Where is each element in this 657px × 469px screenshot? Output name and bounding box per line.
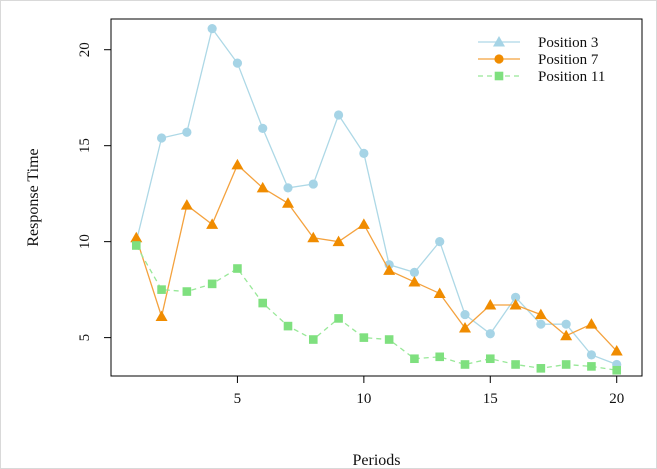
data-point bbox=[233, 264, 242, 273]
data-point bbox=[383, 264, 396, 275]
data-point bbox=[585, 318, 598, 329]
x-axis: 5 10 15 20 bbox=[234, 376, 624, 407]
data-point bbox=[433, 287, 446, 298]
data-point bbox=[357, 218, 370, 229]
data-point bbox=[510, 292, 521, 302]
x-tick-label: 15 bbox=[483, 391, 498, 407]
legend-label: Position 7 bbox=[538, 52, 599, 68]
x-tick-label: 10 bbox=[356, 391, 371, 407]
data-point bbox=[484, 298, 497, 310]
data-point bbox=[610, 345, 623, 356]
data-point bbox=[560, 329, 573, 341]
y-tick-label: 5 bbox=[77, 334, 93, 342]
data-point bbox=[182, 287, 192, 296]
data-point bbox=[561, 360, 571, 369]
data-point bbox=[131, 241, 141, 250]
data-point bbox=[307, 231, 320, 243]
data-point bbox=[180, 199, 193, 210]
data-point bbox=[308, 335, 318, 344]
data-point bbox=[509, 298, 522, 310]
data-point bbox=[207, 279, 217, 289]
data-point bbox=[282, 197, 294, 208]
series-layer bbox=[130, 23, 623, 375]
data-point bbox=[587, 362, 596, 371]
legend-label: Position 11 bbox=[538, 69, 605, 85]
data-point bbox=[283, 321, 293, 331]
series-line bbox=[135, 27, 617, 366]
series-3 bbox=[131, 241, 622, 375]
data-point bbox=[460, 309, 470, 320]
data-point bbox=[157, 285, 166, 294]
data-point bbox=[308, 179, 318, 189]
data-point bbox=[334, 314, 343, 323]
y-tick-label: 10 bbox=[77, 234, 93, 249]
data-point bbox=[130, 231, 143, 243]
data-point bbox=[485, 329, 495, 339]
data-point bbox=[359, 333, 369, 342]
y-tick-label: 20 bbox=[77, 42, 93, 57]
data-point bbox=[612, 365, 622, 375]
data-point bbox=[283, 183, 293, 193]
data-point bbox=[232, 58, 243, 68]
data-point bbox=[561, 319, 571, 329]
data-point bbox=[435, 237, 445, 247]
data-point bbox=[182, 127, 192, 137]
series-line bbox=[135, 163, 618, 352]
data-point bbox=[534, 308, 547, 320]
y-axis-title: Response Time bbox=[25, 148, 42, 246]
legend-marker bbox=[494, 54, 504, 64]
x-tick-label: 20 bbox=[609, 391, 624, 407]
plot-area bbox=[110, 18, 643, 377]
data-point bbox=[536, 364, 546, 373]
x-axis-title: Periods bbox=[353, 452, 401, 469]
data-point bbox=[409, 267, 420, 277]
data-point bbox=[408, 275, 421, 287]
data-point bbox=[333, 110, 344, 120]
data-point bbox=[536, 319, 546, 329]
legend-marker bbox=[494, 71, 504, 81]
data-point bbox=[207, 23, 217, 34]
data-point bbox=[156, 133, 167, 143]
data-point bbox=[206, 218, 219, 229]
data-point bbox=[459, 322, 471, 333]
data-point bbox=[485, 354, 495, 364]
data-point bbox=[359, 148, 369, 158]
legend-label: Position 3 bbox=[538, 35, 598, 51]
data-point bbox=[258, 123, 268, 134]
y-axis: 5 10 15 20 bbox=[77, 42, 111, 341]
data-point bbox=[332, 235, 345, 247]
data-point bbox=[155, 310, 168, 321]
data-point bbox=[511, 360, 520, 369]
data-point bbox=[410, 354, 419, 364]
data-point bbox=[231, 158, 244, 170]
series-line bbox=[135, 245, 617, 371]
series-2 bbox=[130, 158, 623, 356]
data-point bbox=[258, 298, 268, 308]
data-point bbox=[586, 350, 597, 360]
data-point bbox=[256, 181, 269, 193]
x-tick-label: 5 bbox=[234, 391, 242, 407]
data-point bbox=[435, 352, 445, 362]
legend-marker bbox=[493, 36, 505, 47]
data-point bbox=[384, 335, 394, 344]
y-tick-label: 15 bbox=[77, 138, 93, 153]
data-point bbox=[460, 360, 470, 369]
